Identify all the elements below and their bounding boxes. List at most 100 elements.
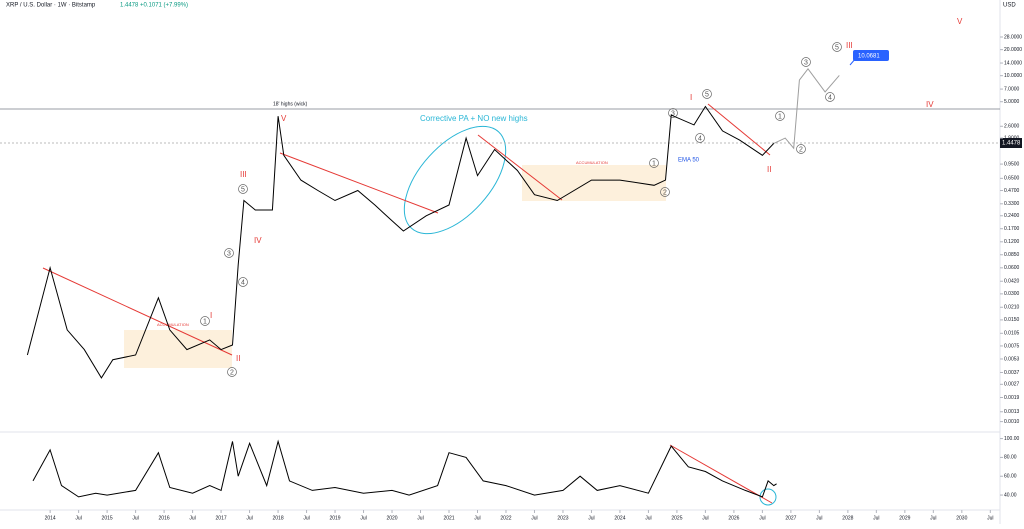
- x-tick-label: 2019: [329, 515, 340, 521]
- count-label: 5: [241, 186, 245, 193]
- x-tick-label: 2017: [216, 515, 227, 521]
- x-tick-label: Jul: [702, 515, 708, 521]
- count-label: 4: [828, 94, 832, 101]
- x-tick-label: 2023: [557, 515, 568, 521]
- accumulation-zone: [522, 165, 666, 201]
- currency: USD: [1003, 3, 1016, 9]
- x-tick-label: Jul: [474, 515, 480, 521]
- highlight-circle: [759, 488, 777, 506]
- y-tick-label: 0.0600: [1004, 265, 1020, 271]
- trend-line: [279, 152, 439, 214]
- y-tick-label: 0.0105: [1004, 331, 1020, 337]
- price-line: [26, 105, 775, 379]
- y-tick-label: 1.9000: [1004, 135, 1020, 141]
- count-label: 4: [698, 135, 702, 142]
- count-label: 3: [804, 59, 808, 66]
- target-label: 10.0681: [858, 54, 880, 60]
- x-tick-label: Jul: [360, 515, 366, 521]
- wave-label: V: [957, 17, 963, 26]
- y-tick-label: 60.00: [1004, 474, 1017, 480]
- x-tick-label: 2029: [899, 515, 910, 521]
- y-tick-label: 0.0053: [1004, 356, 1020, 362]
- y-tick-label: 2.6000: [1004, 124, 1020, 130]
- y-tick-label: 0.0037: [1004, 370, 1020, 376]
- annotation: EMA 50: [678, 158, 700, 164]
- wave-labels: V III IV I II I II III IV V: [210, 17, 963, 363]
- symbol: XRP / U.S. Dollar · 1W · Bitstamp: [6, 3, 96, 9]
- count-circle: [832, 42, 842, 52]
- wave-label: II: [236, 354, 240, 363]
- count-circle: [695, 133, 705, 143]
- trend-line: [477, 134, 563, 201]
- highlight-ellipse: [403, 125, 507, 235]
- x-tick-label: Jul: [873, 515, 879, 521]
- count-label: 1: [203, 318, 207, 325]
- y-tick-label: 0.0210: [1004, 305, 1020, 311]
- wave-counts: 5 3 4 1 2 3 5 4 1 2 1 2 3 4 5: [200, 42, 842, 377]
- count-circle: [668, 108, 678, 118]
- x-tick-label: Jul: [531, 515, 537, 521]
- x-tick-label: 2024: [614, 515, 625, 521]
- wave-label: II: [767, 165, 771, 174]
- y-tick-label: 0.0300: [1004, 291, 1020, 297]
- x-tick-label: Jul: [417, 515, 423, 521]
- count-circle: [796, 144, 806, 154]
- count-label: 2: [663, 189, 667, 196]
- x-tick-label: 2030: [956, 515, 967, 521]
- y-tick-label: 100.00: [1004, 436, 1020, 442]
- count-circle: [801, 57, 811, 67]
- y-tick-label: 10.0000: [1004, 73, 1022, 79]
- annotation: 18' highs (wick): [273, 101, 308, 107]
- y-tick-label: 0.0013: [1004, 409, 1020, 415]
- count-circle: [238, 277, 248, 287]
- y-tick-label: 5.0000: [1004, 99, 1020, 105]
- count-label: 2: [799, 146, 803, 153]
- count-label: 3: [671, 110, 675, 117]
- x-tick-label: 2018: [273, 515, 284, 521]
- accumulation-zone: [124, 330, 232, 368]
- y-tick-label: 40.00: [1004, 492, 1017, 498]
- x-tick-label: 2014: [45, 515, 56, 521]
- count-circle: [660, 187, 670, 197]
- x-tick-label: 2025: [671, 515, 682, 521]
- y-tick-label: 0.4700: [1004, 188, 1020, 194]
- annotation: ACCUMULATION: [576, 160, 608, 165]
- y-tick-label: 0.6500: [1004, 176, 1020, 182]
- y-tick-label: 0.1700: [1004, 226, 1020, 232]
- count-label: 1: [652, 160, 656, 167]
- price-tag-label: 1.4478: [1002, 141, 1021, 147]
- x-tick-label: 2026: [728, 515, 739, 521]
- wave-label: I: [690, 93, 692, 102]
- target-tag: [853, 50, 889, 61]
- x-tick-label: 2028: [842, 515, 853, 521]
- trend-line: [669, 444, 773, 504]
- x-tick-label: Jul: [930, 515, 936, 521]
- x-tick-label: 2027: [785, 515, 796, 521]
- wave-label: III: [846, 41, 853, 50]
- y-tick-label: 14.0000: [1004, 60, 1022, 66]
- count-circle: [775, 111, 785, 121]
- y-tick-label: 0.0420: [1004, 279, 1020, 285]
- y-tick-label: 0.0850: [1004, 252, 1020, 258]
- quote: 1.4478 +0.1071 (+7.99%): [120, 3, 188, 9]
- x-tick-label: 2015: [102, 515, 113, 521]
- y-tick-label: 0.0010: [1004, 419, 1020, 425]
- y-tick-label: 0.3300: [1004, 201, 1020, 207]
- y-tick-label: 0.0027: [1004, 382, 1020, 388]
- y-tick-label: 0.0075: [1004, 343, 1020, 349]
- x-tick-label: Jul: [189, 515, 195, 521]
- count-circle: [702, 89, 712, 99]
- price-tag: [1000, 138, 1022, 148]
- x-tick-label: Jul: [303, 515, 309, 521]
- count-label: 1: [778, 113, 782, 120]
- count-label: 4: [241, 279, 245, 286]
- wave-label: V: [281, 114, 287, 123]
- annotation: Corrective PA + NO new highs: [420, 114, 528, 123]
- y-tick-label: 0.9500: [1004, 161, 1020, 167]
- x-tick-label: 2021: [443, 515, 454, 521]
- count-circle: [200, 316, 210, 326]
- y-tick-label: 0.2400: [1004, 213, 1020, 219]
- trend-line: [42, 267, 233, 356]
- count-circle: [649, 158, 659, 168]
